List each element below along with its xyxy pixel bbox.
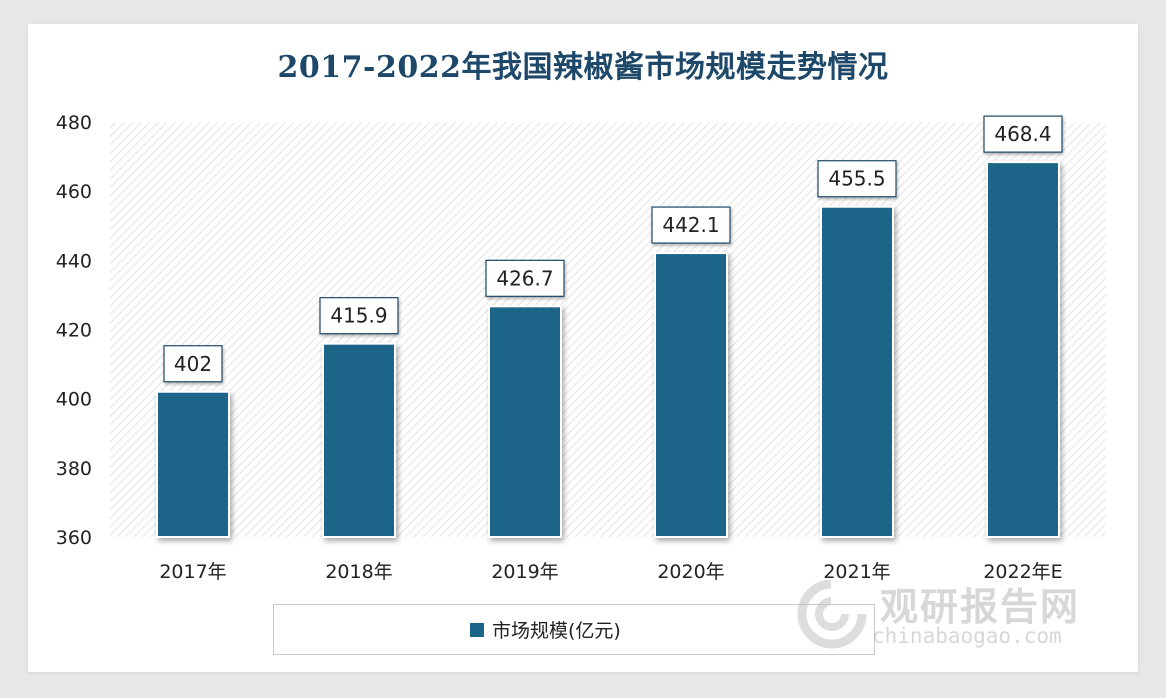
- y-tick-label: 460: [56, 181, 92, 203]
- data-label-box: [651, 206, 731, 244]
- watermark: 观研报告网 chinabaogao.com: [792, 568, 1112, 668]
- legend: 市场规模(亿元): [273, 604, 875, 655]
- y-tick-label: 400: [56, 389, 92, 411]
- data-label-box: [319, 297, 399, 335]
- y-tick-label: 440: [56, 250, 92, 272]
- bar: [820, 205, 894, 539]
- y-tick-label: 420: [56, 320, 92, 342]
- watermark-cn: 观研报告网: [880, 585, 1081, 629]
- chinabaogao-logo-icon: [797, 579, 867, 649]
- y-tick-label: 380: [56, 458, 92, 480]
- chart-title: 2017-2022年我国辣椒酱市场规模走势情况: [277, 50, 889, 85]
- bar: [156, 390, 230, 538]
- x-tick-label: 2019年: [491, 561, 558, 583]
- bar: [322, 342, 396, 538]
- legend-label: 市场规模(亿元): [492, 620, 621, 642]
- x-tick-label: 2020年: [657, 561, 724, 583]
- bar: [488, 305, 562, 538]
- bar: [654, 252, 728, 538]
- data-label-box: [485, 259, 565, 297]
- bar: [986, 161, 1060, 538]
- x-tick-label: 2022年E: [983, 561, 1062, 583]
- y-tick-label: 360: [56, 527, 92, 549]
- data-label-box: [817, 160, 897, 198]
- plot-area-background: [110, 122, 1106, 537]
- data-label: 426.7: [496, 266, 553, 290]
- x-tick-label: 2018年: [325, 561, 392, 583]
- data-label: 415.9: [330, 304, 387, 328]
- x-tick-label: 2021年: [823, 561, 890, 583]
- data-label-box: [983, 115, 1063, 153]
- data-label: 468.4: [994, 122, 1051, 146]
- data-label: 442.1: [662, 213, 719, 237]
- watermark-en: chinabaogao.com: [872, 624, 1062, 648]
- data-label: 402: [174, 352, 212, 376]
- x-tick-label: 2017年: [159, 561, 226, 583]
- data-label: 455.5: [828, 167, 885, 191]
- data-label-box: [163, 345, 223, 383]
- y-tick-label: 480: [56, 112, 92, 134]
- legend-swatch: [470, 622, 484, 637]
